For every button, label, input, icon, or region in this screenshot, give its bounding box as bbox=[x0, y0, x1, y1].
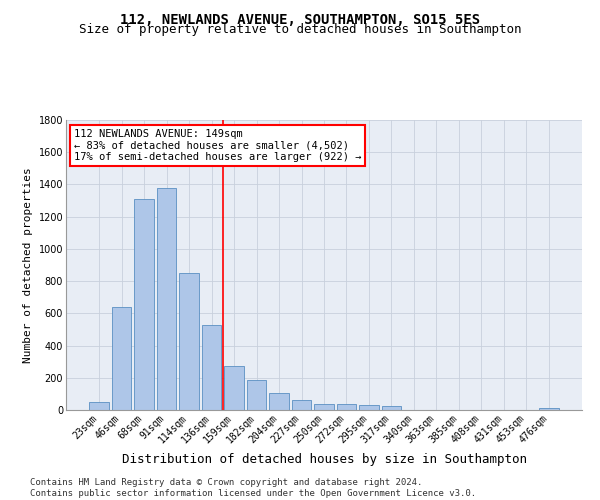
Bar bbox=[269, 393, 289, 410]
Bar bbox=[224, 366, 244, 410]
Bar bbox=[539, 408, 559, 410]
Bar bbox=[359, 406, 379, 410]
Text: Contains HM Land Registry data © Crown copyright and database right 2024.
Contai: Contains HM Land Registry data © Crown c… bbox=[30, 478, 476, 498]
Text: Size of property relative to detached houses in Southampton: Size of property relative to detached ho… bbox=[79, 22, 521, 36]
Bar bbox=[202, 324, 221, 410]
Text: 112, NEWLANDS AVENUE, SOUTHAMPTON, SO15 5ES: 112, NEWLANDS AVENUE, SOUTHAMPTON, SO15 … bbox=[120, 12, 480, 26]
Bar bbox=[382, 406, 401, 410]
Bar bbox=[89, 402, 109, 410]
Bar bbox=[157, 188, 176, 410]
Bar bbox=[247, 380, 266, 410]
Bar bbox=[179, 274, 199, 410]
Bar bbox=[337, 404, 356, 410]
Bar bbox=[314, 404, 334, 410]
Y-axis label: Number of detached properties: Number of detached properties bbox=[23, 167, 33, 363]
Bar bbox=[134, 199, 154, 410]
X-axis label: Distribution of detached houses by size in Southampton: Distribution of detached houses by size … bbox=[121, 453, 527, 466]
Bar bbox=[112, 307, 131, 410]
Bar bbox=[292, 400, 311, 410]
Text: 112 NEWLANDS AVENUE: 149sqm
← 83% of detached houses are smaller (4,502)
17% of : 112 NEWLANDS AVENUE: 149sqm ← 83% of det… bbox=[74, 128, 361, 162]
